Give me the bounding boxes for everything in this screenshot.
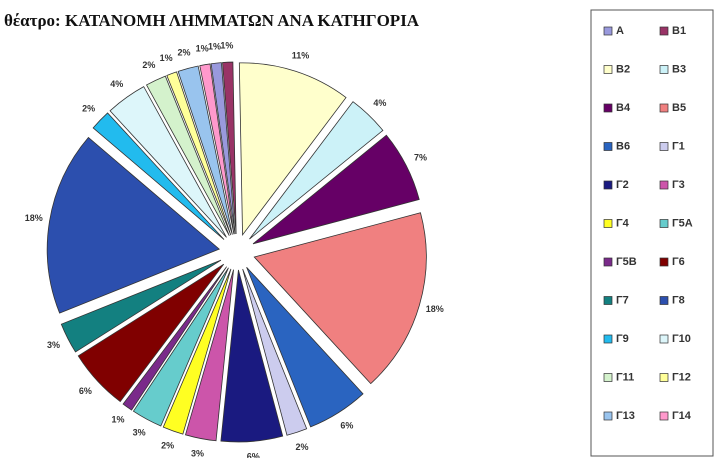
slice-label: 6% bbox=[247, 452, 260, 458]
pie-slice bbox=[242, 268, 308, 436]
pie-slice bbox=[132, 267, 229, 427]
slice-label: 7% bbox=[414, 153, 427, 163]
pie-slice bbox=[177, 65, 233, 235]
pie-slice bbox=[145, 75, 230, 236]
legend-label: B2 bbox=[616, 63, 630, 75]
pie-slice bbox=[210, 62, 236, 235]
slice-label: 4% bbox=[373, 98, 386, 108]
legend-swatch bbox=[603, 334, 613, 344]
pie-slice bbox=[162, 268, 232, 435]
legend-swatch bbox=[659, 334, 669, 344]
slice-label: 1% bbox=[220, 41, 233, 51]
pie-slice bbox=[122, 266, 227, 411]
pie-slice bbox=[199, 63, 235, 235]
chart-title: θέατρο: ΚΑΤΑΝΟΜΗ ΛΗΜΜΑΤΩΝ ΑΝΑ ΚΑΤΗΓΟΡΙΑ bbox=[4, 11, 420, 30]
slice-label: 11% bbox=[292, 50, 310, 60]
legend-label: B3 bbox=[672, 63, 686, 75]
legend-label: Γ7 bbox=[616, 294, 629, 306]
slice-label: 3% bbox=[47, 340, 60, 350]
legend-swatch bbox=[603, 257, 613, 267]
legend-swatch bbox=[603, 103, 613, 113]
pie-slice bbox=[253, 212, 427, 385]
legend-label: Γ5Β bbox=[616, 256, 637, 268]
slice-label: 1% bbox=[196, 43, 209, 53]
legend-label: B1 bbox=[672, 25, 686, 37]
legend-swatch bbox=[603, 26, 613, 36]
legend-swatch bbox=[659, 65, 669, 74]
slice-label: 6% bbox=[79, 386, 92, 396]
legend-label: B4 bbox=[616, 102, 631, 114]
legend-label: Γ8 bbox=[672, 294, 685, 306]
legend-swatch bbox=[659, 411, 669, 421]
legend-label: Γ3 bbox=[672, 179, 685, 191]
legend-box bbox=[590, 9, 714, 457]
legend-label: B6 bbox=[616, 140, 630, 152]
slice-label: 2% bbox=[295, 442, 308, 452]
legend-label: Γ1 bbox=[672, 140, 685, 152]
legend-swatch bbox=[603, 142, 613, 151]
legend-swatch bbox=[659, 26, 669, 36]
slice-label: 3% bbox=[133, 428, 146, 438]
legend-swatch bbox=[659, 103, 669, 113]
legend-swatch bbox=[659, 219, 669, 228]
slice-label: 3% bbox=[191, 449, 204, 458]
pie-slice bbox=[252, 134, 420, 245]
slice-label: 1% bbox=[160, 53, 173, 63]
legend-swatch bbox=[659, 373, 669, 382]
legend-swatch bbox=[603, 296, 613, 305]
legend-label: Γ9 bbox=[616, 333, 629, 345]
legend-label: Γ2 bbox=[616, 179, 629, 191]
slice-label: 4% bbox=[110, 79, 123, 89]
legend-swatch bbox=[659, 257, 669, 267]
legend-swatch bbox=[603, 65, 613, 74]
pie-slice bbox=[238, 62, 347, 237]
slice-label: 1% bbox=[208, 42, 221, 52]
legend-label: Γ6 bbox=[672, 256, 685, 268]
pie-slice bbox=[46, 136, 221, 314]
pie-slice bbox=[246, 266, 364, 428]
legend-label: B5 bbox=[672, 102, 686, 114]
pie-slice bbox=[60, 259, 222, 353]
legend-label: Γ13 bbox=[616, 410, 635, 422]
pie-slice bbox=[220, 269, 284, 443]
legend-swatch bbox=[659, 142, 669, 151]
legend-label: Γ10 bbox=[672, 333, 691, 345]
legend-swatch bbox=[659, 180, 669, 190]
legend-label: Γ4 bbox=[616, 217, 630, 229]
legend-label: Γ14 bbox=[672, 410, 692, 422]
pie-slice bbox=[109, 86, 227, 238]
slice-label: 18% bbox=[426, 304, 444, 314]
slice-label: 2% bbox=[177, 47, 190, 57]
pie-slice bbox=[166, 71, 232, 236]
pie-slice bbox=[222, 61, 237, 235]
pie-slice bbox=[77, 263, 225, 403]
pie-slice bbox=[249, 101, 384, 240]
slice-label: 18% bbox=[25, 213, 43, 223]
legend-label: Γ5Α bbox=[672, 217, 693, 229]
slice-label: 6% bbox=[340, 421, 353, 431]
legend-swatch bbox=[603, 180, 613, 190]
slice-label: 2% bbox=[82, 103, 95, 113]
pie-slice bbox=[92, 112, 225, 240]
legend-swatch bbox=[659, 296, 669, 305]
slice-label: 2% bbox=[161, 440, 174, 450]
legend-label: A bbox=[616, 25, 624, 37]
legend-label: Γ11 bbox=[616, 371, 634, 383]
slice-label: 1% bbox=[112, 415, 125, 425]
legend-swatch bbox=[603, 219, 613, 228]
slice-label: 2% bbox=[142, 60, 155, 70]
legend-swatch bbox=[603, 411, 613, 421]
legend-label: Γ12 bbox=[672, 371, 691, 383]
pie-slice bbox=[184, 269, 234, 442]
legend-swatch bbox=[603, 373, 613, 382]
